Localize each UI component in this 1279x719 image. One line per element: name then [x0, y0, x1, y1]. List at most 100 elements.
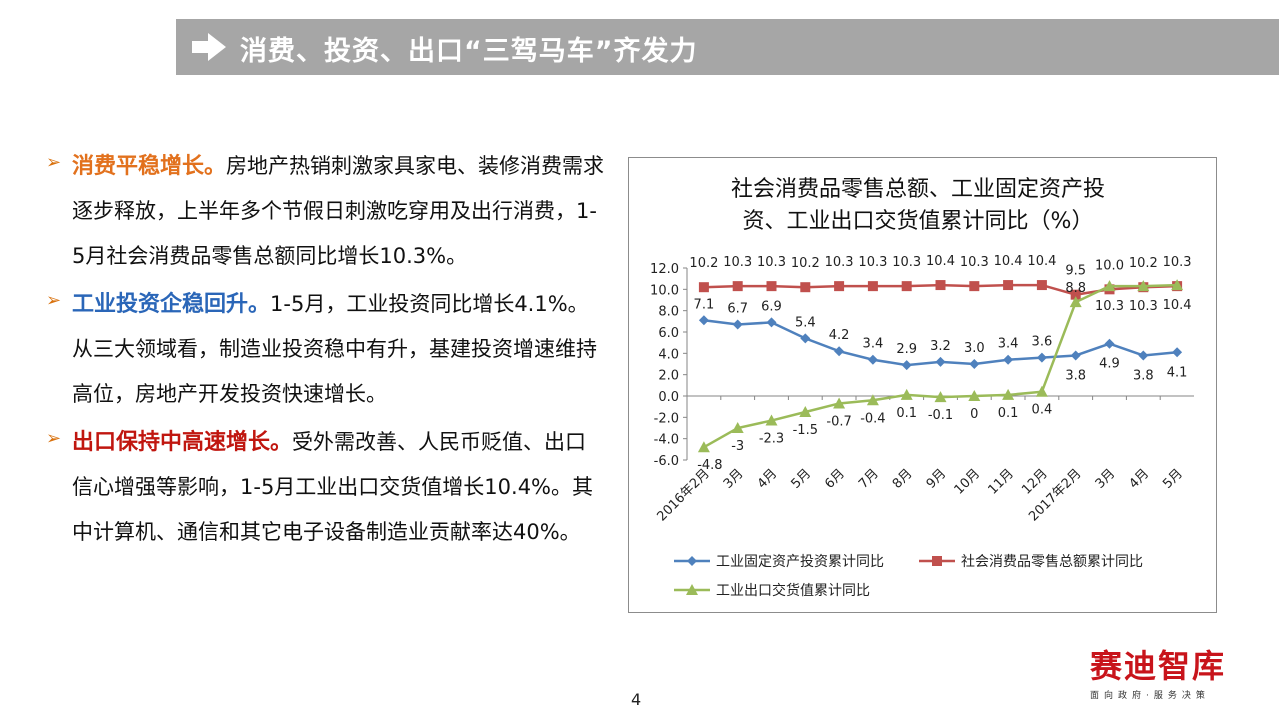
data-label: 10.0	[1095, 258, 1124, 273]
data-label: 0.4	[1032, 403, 1053, 418]
data-label: 3.2	[930, 339, 951, 354]
data-label: 6.9	[761, 299, 782, 314]
x-tick-label: 9月	[924, 466, 950, 492]
legend-label: 工业出口交货值累计同比	[716, 582, 870, 599]
data-point	[901, 281, 912, 292]
data-label: 10.2	[1129, 256, 1158, 271]
data-label: -3	[731, 439, 744, 454]
data-point	[766, 317, 777, 328]
data-point	[766, 281, 777, 292]
data-label: -0.7	[826, 414, 851, 429]
data-point	[969, 359, 980, 369]
data-label: 3.8	[1065, 368, 1086, 383]
bullet-consumption: ➢ 消费平稳增长。房地产热销刺激家具家电、装修消费需求逐步释放，上半年多个节假日…	[46, 144, 606, 279]
data-label: 3.6	[1032, 335, 1053, 350]
legend-label: 工业固定资产投资累计同比	[716, 554, 884, 570]
x-tick-label: 2016年2月	[654, 466, 712, 524]
data-label: -1.5	[793, 423, 818, 438]
data-point	[1036, 352, 1047, 363]
y-tick-label: 0.0	[658, 390, 679, 405]
data-label: -0.1	[928, 408, 953, 423]
data-label: 3.4	[998, 337, 1019, 352]
bullet-body: 受外需改善、人民币贬值、出口信心增强等影响，1-5月工业出口交货值增长10.4%…	[72, 430, 594, 544]
data-label: 10.3	[1163, 255, 1192, 270]
bullet-arrow-icon: ➢	[46, 428, 62, 449]
data-point	[698, 282, 709, 293]
y-tick-label: -4.0	[654, 433, 679, 448]
data-label: 8.8	[1065, 281, 1086, 296]
data-label: 10.3	[892, 255, 921, 270]
x-tick-label: 8月	[890, 466, 916, 492]
data-label: 5.4	[795, 315, 816, 330]
bullet-heading: 消费平稳增长。	[72, 154, 227, 179]
y-tick-label: -2.0	[654, 411, 679, 426]
bullet-arrow-icon: ➢	[46, 290, 62, 311]
data-label: 10.4	[1163, 298, 1192, 313]
data-label: 2.9	[896, 342, 917, 357]
data-label: 3.8	[1133, 368, 1154, 383]
data-label: 6.7	[727, 302, 748, 317]
data-point	[1104, 338, 1115, 349]
data-point	[1036, 280, 1047, 291]
x-tick-label: 11月	[985, 466, 1016, 497]
logo-tagline: 面向政府·服务决策	[1090, 691, 1210, 701]
bullet-text: 工业投资企稳回升。1-5月，工业投资同比增长4.1%。从三大领域看，制造业投资稳…	[72, 282, 606, 417]
data-label: 10.3	[1129, 299, 1158, 314]
data-point	[968, 390, 981, 401]
data-point	[1172, 347, 1183, 358]
data-point	[698, 315, 709, 326]
data-point	[1003, 280, 1014, 291]
x-tick-label: 4月	[1126, 466, 1152, 492]
data-label: 10.3	[825, 255, 854, 270]
y-tick-label: 12.0	[650, 262, 679, 277]
data-point	[834, 346, 845, 357]
data-label: -0.4	[860, 411, 885, 426]
bullet-export: ➢ 出口保持中高速增长。受外需改善、人民币贬值、出口信心增强等影响，1-5月工业…	[46, 420, 606, 555]
x-tick-label: 5月	[1160, 466, 1186, 492]
data-point	[834, 281, 845, 292]
data-label: 3.4	[863, 337, 884, 352]
y-tick-label: 8.0	[658, 305, 679, 320]
data-point	[935, 280, 946, 291]
data-point	[697, 441, 710, 453]
legend-marker	[686, 584, 698, 595]
data-label: -4.8	[697, 458, 722, 473]
data-label: 10.2	[791, 256, 820, 271]
logo-text: 赛迪智库	[1090, 647, 1227, 685]
chart-title-line-2: 资、工业出口交货值累计同比（%）	[743, 209, 1094, 234]
line-chart: 社会消费品零售总额、工业固定资产投 资、工业出口交货值累计同比（%） 12.0 1…	[650, 177, 1194, 599]
y-tick-label: 4.0	[658, 347, 679, 362]
x-tick-label: 3月	[721, 466, 747, 492]
chart-frame: 社会消费品零售总额、工业固定资产投 资、工业出口交货值累计同比（%） 12.0 1…	[628, 157, 1217, 613]
data-point	[731, 422, 744, 433]
data-point	[1137, 280, 1150, 292]
data-point	[901, 360, 912, 371]
x-tick-label: 10月	[952, 466, 983, 497]
y-tick-label: 2.0	[658, 369, 679, 384]
legend-marker	[932, 556, 942, 566]
bullet-heading: 工业投资企稳回升。	[72, 292, 271, 317]
data-point	[1070, 289, 1081, 300]
data-label: 0	[970, 407, 978, 422]
data-point	[732, 281, 743, 292]
data-label: 4.2	[829, 328, 850, 343]
data-point	[800, 282, 811, 293]
data-point	[799, 406, 812, 417]
data-label: 9.5	[1065, 264, 1086, 279]
bullet-investment: ➢ 工业投资企稳回升。1-5月，工业投资同比增长4.1%。从三大领域看，制造业投…	[46, 282, 606, 417]
data-point	[1002, 388, 1015, 400]
bullet-body: 房地产热销刺激家具家电、装修消费需求逐步释放，上半年多个节假日刺激吃穿用及出行消…	[72, 154, 605, 268]
y-tick-label: 10.0	[650, 283, 679, 298]
arrow-right-icon	[192, 33, 226, 61]
legend-marker	[687, 556, 697, 566]
data-point	[867, 281, 878, 292]
data-point	[900, 388, 913, 400]
y-tick-label: -6.0	[654, 454, 679, 469]
data-label: 4.1	[1167, 365, 1188, 380]
data-label: 10.4	[994, 254, 1023, 269]
chart-title-line-1: 社会消费品零售总额、工业固定资产投	[731, 177, 1105, 202]
legend-label: 社会消费品零售总额累计同比	[961, 554, 1143, 570]
data-label: 10.3	[1095, 299, 1124, 314]
data-label: 3.0	[964, 341, 985, 356]
data-label: 10.3	[723, 255, 752, 270]
